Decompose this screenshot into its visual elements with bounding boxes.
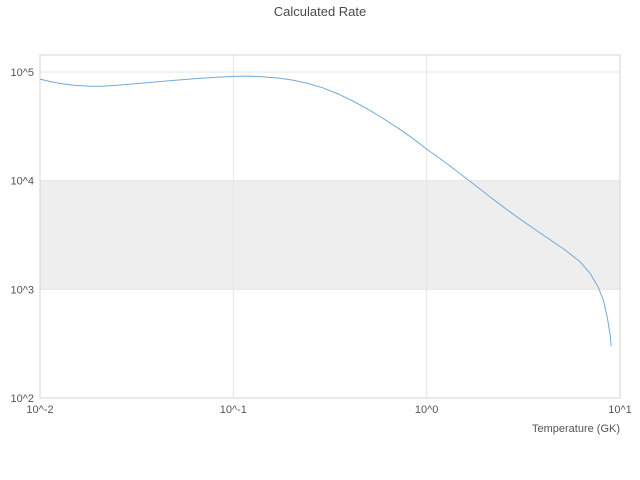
x-tick-label: 10^0: [415, 404, 439, 416]
x-tick-label: 10^-2: [26, 404, 53, 416]
chart-title: Calculated Rate: [273, 4, 367, 19]
series-line-calculated-rate: [39, 75, 612, 347]
y-tick-label: 10^2: [10, 393, 34, 405]
shaded-band: [40, 180, 620, 290]
x-tick-label: 10^1: [608, 404, 632, 416]
x-tick-label: 10^-1: [220, 404, 247, 416]
y-tick-label: 10^4: [10, 176, 34, 188]
y-tick-label: 10^3: [10, 284, 34, 296]
plot-border: [39, 54, 621, 399]
y-tick-label: 10^5: [10, 67, 34, 79]
x-axis-label: Temperature (GK): [532, 423, 620, 435]
